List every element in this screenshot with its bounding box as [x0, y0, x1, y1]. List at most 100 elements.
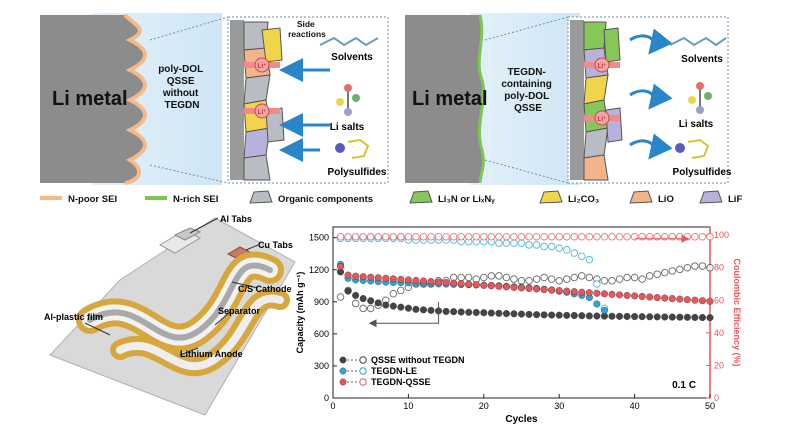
capacity-point	[676, 295, 684, 303]
deflect-arrow-icon	[629, 28, 673, 55]
efficiency-point	[487, 233, 496, 241]
efficiency-point	[442, 233, 450, 241]
efficiency-point	[615, 233, 624, 241]
y2-tick-label: 80	[714, 263, 724, 273]
legend-label: Li₃N or LiₓNᵧ	[438, 194, 495, 205]
svg-text:Li⁺: Li⁺	[597, 63, 606, 70]
efficiency-point	[608, 233, 616, 241]
y2-tick-label: 60	[714, 295, 724, 305]
efficiency-point	[532, 275, 541, 283]
y2-tick-label: 40	[714, 328, 724, 338]
efficiency-point	[615, 275, 624, 283]
legend-label: LiF	[728, 194, 742, 205]
efficiency-point	[623, 273, 631, 282]
efficiency-point	[585, 273, 594, 282]
capacity-point	[555, 287, 563, 295]
capacity-point	[404, 276, 412, 284]
li-ion-markers: Li⁺ Li⁺	[244, 57, 280, 119]
efficiency-point	[366, 304, 375, 313]
legend-label: Organic components	[278, 194, 373, 205]
capacity-point	[608, 290, 616, 298]
x-tick-label: 10	[403, 401, 413, 411]
efficiency-point	[351, 233, 360, 241]
li-metal-label: Li metal	[412, 88, 488, 110]
capacity-point	[585, 289, 593, 297]
electrolyte-label: TEGDN- containing poly-DOL QSSE	[501, 67, 554, 114]
legend-label: N-poor SEI	[68, 194, 117, 205]
x-tick-label: 40	[630, 401, 640, 411]
polysulfides-label: Polysulfides	[328, 167, 387, 178]
capacity-point	[495, 282, 503, 290]
capacity-point	[570, 288, 578, 296]
y-axis-label: Capacity (mAh g⁻¹)	[295, 272, 305, 354]
capacity-point	[540, 286, 548, 294]
efficiency-point	[495, 233, 503, 241]
capacity-point	[510, 310, 518, 318]
capacity-point	[359, 295, 367, 303]
capacity-point	[419, 306, 427, 314]
x-axis-label: Cycles	[505, 414, 538, 425]
capacity-point	[397, 303, 405, 311]
efficiency-point	[412, 233, 420, 241]
efficiency-point	[344, 233, 352, 241]
al-plastic-film-label: Al-plastic film	[44, 312, 103, 322]
polysulfides-label: Polysulfides	[673, 167, 732, 178]
efficiency-point	[570, 249, 579, 257]
capacity-point	[563, 287, 571, 295]
efficiency-point	[562, 233, 571, 241]
li-ion-markers: Li⁺ Li⁺	[584, 57, 620, 126]
capacity-point	[502, 310, 510, 318]
efficiency-point	[457, 233, 465, 241]
efficiency-point	[661, 268, 669, 277]
legend-label: N-rich SEI	[173, 194, 218, 205]
capacity-point	[450, 279, 458, 287]
efficiency-point	[532, 241, 541, 249]
capacity-point	[608, 312, 616, 320]
capacity-point	[518, 310, 526, 318]
efficiency-point	[630, 273, 639, 282]
capacity-point	[427, 306, 435, 314]
capacity-point	[668, 295, 676, 303]
electrolyte-region	[470, 13, 580, 185]
efficiency-point	[472, 233, 481, 241]
efficiency-point	[487, 272, 496, 280]
y2-tick-label: 0	[714, 393, 719, 403]
capacity-point	[389, 275, 397, 283]
solvent-molecule-icon	[669, 36, 727, 47]
li-salts-label: Li salts	[679, 119, 714, 130]
efficiency-point	[570, 233, 579, 241]
legend-marker	[339, 367, 347, 375]
legend-label: LiO	[658, 194, 674, 205]
capacity-point	[397, 275, 405, 283]
efficiency-point	[374, 233, 382, 241]
capacity-point	[518, 284, 526, 292]
legend-label: TEGDN-LE	[371, 366, 417, 376]
capacity-point	[374, 299, 382, 307]
capacity-point	[435, 278, 443, 286]
efficiency-point	[464, 273, 473, 282]
efficiency-point	[397, 233, 405, 241]
capacity-point	[352, 272, 360, 280]
capacity-point	[646, 293, 654, 301]
efficiency-point	[555, 233, 563, 241]
capacity-point	[450, 308, 458, 316]
legend-marker	[359, 356, 367, 364]
zoom-lines	[149, 16, 229, 184]
capacity-point	[706, 297, 714, 305]
y-tick-label: 300	[314, 361, 329, 371]
efficiency-point	[480, 233, 488, 241]
efficiency-point	[502, 273, 511, 282]
capacity-point	[631, 292, 639, 300]
efficiency-point	[547, 233, 556, 241]
efficiency-point	[555, 244, 563, 252]
efficiency-point	[578, 252, 586, 261]
efficiency-point	[691, 233, 699, 241]
capacity-point	[525, 284, 533, 292]
capacity-point	[623, 312, 631, 320]
capacity-point	[480, 281, 488, 289]
li-salt-molecule-icon	[336, 84, 360, 116]
capacity-point	[631, 313, 639, 321]
capacity-point	[442, 307, 450, 315]
efficiency-point	[427, 233, 435, 241]
efficiency-point	[623, 233, 631, 241]
